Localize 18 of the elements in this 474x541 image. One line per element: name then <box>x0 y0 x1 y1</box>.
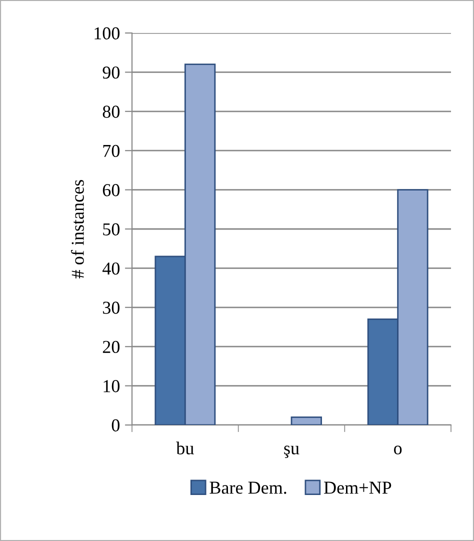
y-tick-label: 0 <box>112 419 120 432</box>
y-tick-label: 10 <box>104 380 120 392</box>
y-tick-label: 70 <box>103 144 120 158</box>
y-tick-label: 20 <box>102 340 120 354</box>
x-tick-label: o <box>394 446 402 454</box>
y-tick-label: 90 <box>102 66 120 79</box>
bar <box>290 416 322 425</box>
y-tick-label: 80 <box>102 106 120 118</box>
y-tick-label: 50 <box>103 223 120 236</box>
legend-label: Dem+NP <box>324 482 392 494</box>
legend-label: Bare Dem. <box>210 482 286 494</box>
x-tick-label: şu <box>284 446 300 458</box>
y-tick-label: 60 <box>102 184 120 196</box>
y-axis-title: # of instances <box>71 180 84 278</box>
x-tick-label: bu <box>176 442 194 454</box>
y-tick-label: 40 <box>102 262 120 275</box>
y-tick-label: 100 <box>94 27 120 40</box>
y-tick-label: 30 <box>103 302 120 314</box>
